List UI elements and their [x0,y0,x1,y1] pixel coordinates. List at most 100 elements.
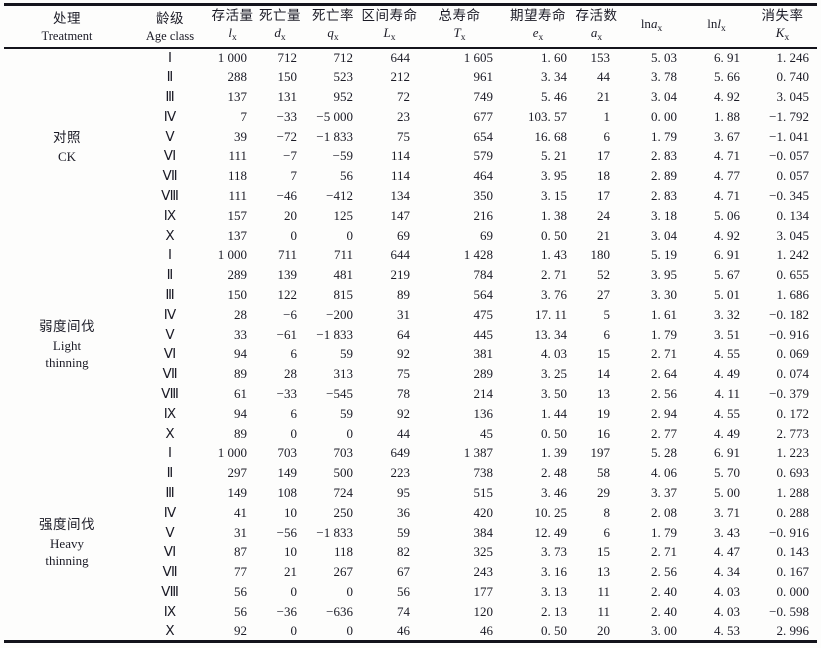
header-symbol: lnax [618,16,685,37]
table-row: Ⅲ 149 108 724 95 515 3. 46 29 3. 37 5. 00 1. 288 [4,483,817,503]
cell-lx: 111 [228,187,247,203]
cell-dx: 28 [284,366,297,382]
symbol-subscript: x [460,33,466,44]
cell-ln_ax: 4. 06 [651,465,677,481]
cell-age-class: Ⅸ [163,207,177,224]
cell-ax: 197 [590,445,611,461]
cell-lx: 94 [234,405,247,421]
table-row: Ⅳ 28 −6 −200 31 475 17. 11 5 1. 61 3. 32 −0. 182 [4,305,817,325]
cell-lx: 288 [227,69,248,85]
cell-ax: 52 [597,267,610,283]
cell-ln_ax: 3. 00 [651,622,677,638]
cell-qx: 59 [340,405,353,421]
cell-dx: 122 [277,286,298,302]
cell-dx: 7 [290,168,298,184]
cell-age-class: Ⅳ [163,504,177,521]
cell-ln_lx: 4. 71 [714,187,740,203]
cell-qx: 952 [333,88,354,104]
cell-age-class: Ⅵ [163,148,177,165]
table-row: Ⅵ 111 −7 −59 114 579 5. 21 17 2. 83 4. 71 −0. 057 [4,146,817,166]
cell-Lx: 649 [390,445,411,461]
cell-lx: 33 [234,326,247,342]
cell-Tx: 515 [473,484,494,500]
cell-ln_ax: 2. 40 [651,603,677,619]
header-symbol: Tx [418,25,501,46]
cell-ex: 3. 95 [541,168,567,184]
cell-Kx: −0. 057 [769,148,809,164]
cell-ln_ax: 1. 79 [651,128,677,144]
cell-Lx: 219 [390,267,411,283]
cell-age-class: Ⅰ [168,247,172,264]
symbol-subscript: x [784,33,790,44]
cell-ex: 3. 34 [541,69,567,85]
header-label-en: Age class [145,28,195,43]
cell-Lx: 75 [397,366,410,382]
symbol-letter: e [532,25,539,41]
cell-qx: −1 833 [316,524,353,540]
table-row: Ⅶ 77 21 267 67 243 3. 16 13 2. 56 4. 34 0. 167 [4,562,817,582]
cell-Lx: 74 [397,603,410,619]
symbol-subscript: x [538,33,544,44]
group-label-en: Light [52,338,82,354]
table-row: Ⅳ 41 10 250 36 420 10. 25 8 2. 08 3. 71 0. 288 [4,503,817,523]
cell-ex: 1. 38 [541,207,567,223]
header-ax: 存活数 ax [575,5,618,48]
cell-ln_lx: 4. 53 [714,622,740,638]
cell-ex: 3. 50 [541,385,567,401]
symbol-letter: l [717,15,721,31]
cell-qx: −636 [326,603,353,619]
cell-dx: −61 [276,326,297,342]
cell-age-class: Ⅱ [166,69,174,86]
cell-ex: 10. 25 [534,504,568,520]
cell-Lx: 212 [390,69,411,85]
symbol-prefix: ln [707,15,718,31]
cell-ln_lx: 4. 47 [714,544,740,560]
cell-Lx: 23 [397,108,410,124]
cell-ax: 17 [597,187,610,203]
cell-qx: 711 [333,247,353,263]
cell-Lx: 78 [397,385,410,401]
cell-qx: 125 [333,207,354,223]
group-label-en: thinning [45,552,89,568]
header-label-zh: 总寿命 [438,8,481,24]
table-row: 对照 CK Ⅰ 1 000 712 712 644 1 605 1. 60 153 5. 03 6. … [4,48,817,165]
cell-ax: 13 [597,564,610,580]
cell-Lx: 114 [390,168,410,184]
cell-Tx: 464 [473,168,494,184]
cell-age-class: Ⅷ [161,187,179,204]
cell-Lx: 89 [397,286,410,302]
cell-dx: −72 [276,128,297,144]
cell-ln_ax: 2. 71 [651,346,677,362]
cell-qx: −59 [332,148,353,164]
cell-Kx: −1. 792 [769,108,809,124]
cell-dx: −6 [283,306,297,322]
table-row: Ⅸ 56 −36 −636 74 120 2. 13 11 2. 40 4. 03 −0. 598 [4,602,817,622]
table-row: Ⅲ 137 131 952 72 749 5. 46 21 3. 04 4. 92 3. 045 [4,87,817,107]
header-label-zh: 消失率 [761,8,804,24]
header-label-zh: 期望寿命 [510,8,566,24]
cell-ax: 15 [597,544,610,560]
cell-Tx: 749 [473,88,494,104]
group-label-zh: 弱度间伐 [39,319,95,335]
cell-Tx: 420 [473,504,494,520]
cell-Tx: 784 [473,267,494,283]
cell-ln_ax: 3. 30 [651,286,677,302]
cell-age-class: Ⅱ [166,465,174,482]
cell-qx: 724 [333,484,354,500]
cell-qx: −5 000 [316,108,353,124]
cell-lx: 137 [227,88,248,104]
header-label-zh: 存活数 [575,8,618,24]
cell-ax: 11 [597,603,610,619]
cell-qx: −1 833 [316,326,353,342]
symbol-letter: a [590,25,598,41]
cell-dx: 10 [284,544,297,560]
cell-ln_lx: 5. 01 [714,286,740,302]
header-symbol: dx [255,25,305,46]
cell-lx: 157 [227,207,248,223]
cell-Lx: 95 [397,484,410,500]
cell-ln_lx: 3. 43 [714,524,740,540]
cell-Tx: 579 [473,148,494,164]
table-row: Ⅱ 288 150 523 212 961 3. 34 44 3. 78 5. 66 0. 740 [4,67,817,87]
cell-ln_lx: 4. 55 [714,346,740,362]
cell-ln_ax: 1. 61 [651,306,677,322]
